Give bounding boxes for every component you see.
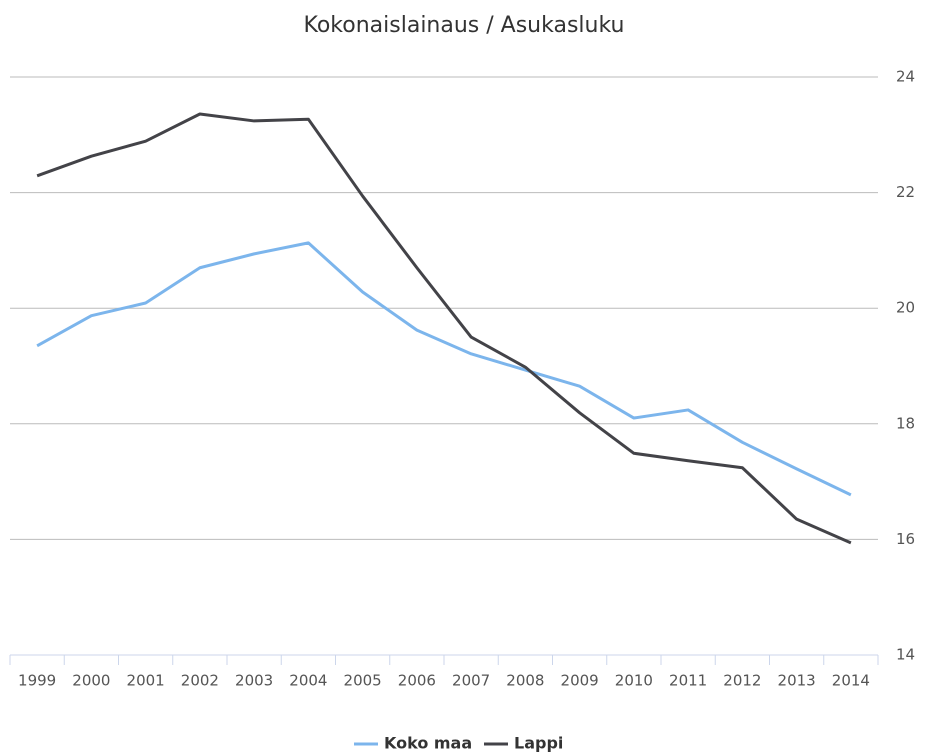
x-tick-label: 2008 [506,672,544,690]
y-tick-label: 16 [896,530,915,548]
x-tick-label: 2005 [344,672,382,690]
y-tick-label: 18 [896,414,915,432]
x-tick-label: 2004 [289,672,327,690]
series-line [36,241,852,497]
y-tick-label: 20 [896,299,915,317]
x-tick-label: 1999 [18,672,56,690]
y-tick-label: 24 [896,68,915,86]
x-tick-label: 2011 [669,672,707,690]
legend-label: Koko maa [384,734,472,753]
x-tick-label: 2000 [72,672,110,690]
x-tick-label: 2006 [398,672,436,690]
x-tick-label: 2003 [235,672,273,690]
x-tick-label: 2009 [561,672,599,690]
x-tick-label: 2002 [181,672,219,690]
y-tick-label: 22 [896,183,915,201]
chart-title: Kokonaislainaus / Asukasluku [304,13,625,38]
x-tick-label: 2007 [452,672,490,690]
x-tick-label: 2001 [127,672,165,690]
y-tick-label: 14 [896,646,915,664]
x-tick-label: 2012 [723,672,761,690]
x-tick-label: 2014 [832,672,870,690]
legend-label: Lappi [514,734,563,753]
x-tick-label: 2010 [615,672,653,690]
series-line [36,112,852,545]
x-tick-label: 2013 [778,672,816,690]
